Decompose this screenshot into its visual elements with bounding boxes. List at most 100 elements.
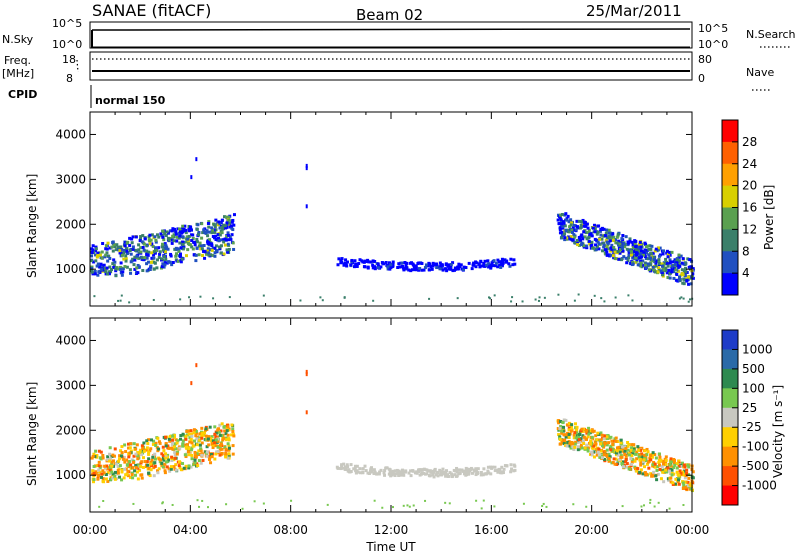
data-cell [647,262,651,266]
data-cell [666,264,670,268]
data-cell [604,248,608,252]
data-cell [175,441,179,445]
data-cell [116,464,120,468]
data-cell [477,262,481,266]
data-cell [140,453,144,457]
data-cell [602,457,606,461]
data-cell [600,237,604,241]
data-cell [170,241,174,245]
data-cell [617,445,621,449]
data-cell [118,457,122,461]
data-cell [163,261,167,265]
data-cell [639,261,643,265]
data-cell [560,222,564,226]
data-cell [579,243,583,247]
data-cell [198,438,202,442]
data-cell [560,429,564,433]
data-cell [124,450,128,454]
data-cell [687,265,691,269]
data-cell [142,248,146,252]
data-cell [422,467,426,471]
data-cell [391,260,395,264]
data-cell [202,228,206,232]
data-cell [198,505,201,508]
data-cell [562,418,566,422]
data-cell [645,447,649,451]
data-cell [110,470,114,474]
data-cell [633,243,637,247]
data-cell [675,261,679,265]
data-cell [219,442,223,446]
data-cell [585,437,589,441]
data-cell [197,449,201,453]
data-cell [643,248,647,252]
data-cell [664,257,668,261]
data-cell [337,257,341,261]
data-cell [192,253,196,257]
data-cell [169,237,173,241]
data-cell [127,453,131,457]
data-cell [483,472,487,476]
data-cell [131,245,135,249]
data-cell [614,296,617,299]
data-cell [163,250,167,254]
data-cell [585,431,589,435]
data-cell [226,456,230,460]
data-cell [668,276,672,280]
data-cell [653,462,657,466]
data-cell [513,468,517,472]
data-cell [639,264,643,268]
data-cell [672,457,676,461]
data-cell [609,239,613,243]
data-cell [455,466,459,470]
data-cell [147,452,151,456]
data-cell [496,265,500,269]
data-cell [120,294,123,297]
x-tick-label: 04:00 [173,523,208,537]
data-cell [662,462,666,466]
data-cell [569,444,573,448]
data-cell [449,262,453,266]
data-cell [583,235,587,239]
data-cell [673,482,677,486]
data-cell [505,259,509,263]
data-cell [632,250,636,254]
data-cell [652,470,656,474]
data-cell [200,441,204,445]
data-cell [172,239,176,243]
data-cell [164,460,168,464]
data-cell [219,238,223,242]
data-cell [189,437,193,441]
data-cell [657,254,661,258]
data-cell [673,258,677,262]
data-cell [491,465,495,469]
data-cell [91,454,95,458]
data-cell [512,463,516,467]
data-cell [619,443,623,447]
data-cell [585,237,589,241]
data-cell [221,225,225,229]
data-cell [691,272,695,276]
data-cell [668,250,672,254]
data-cell [682,483,686,487]
data-cell [161,465,165,469]
data-cell [432,475,436,479]
data-cell [339,467,343,471]
data-cell [649,261,653,265]
data-cell [175,235,179,239]
data-cell [646,257,650,261]
data-cell [572,436,576,440]
data-cell [577,243,581,247]
data-cell [675,462,679,466]
data-cell [649,247,653,251]
data-cell [108,265,112,269]
data-cell [200,436,204,440]
data-cell [407,471,411,475]
x-tick-label: 00:00 [73,523,108,537]
data-cell [373,259,377,263]
data-cell [119,251,123,255]
data-cell [104,477,108,481]
data-cell [137,248,141,252]
data-cell [636,256,640,260]
